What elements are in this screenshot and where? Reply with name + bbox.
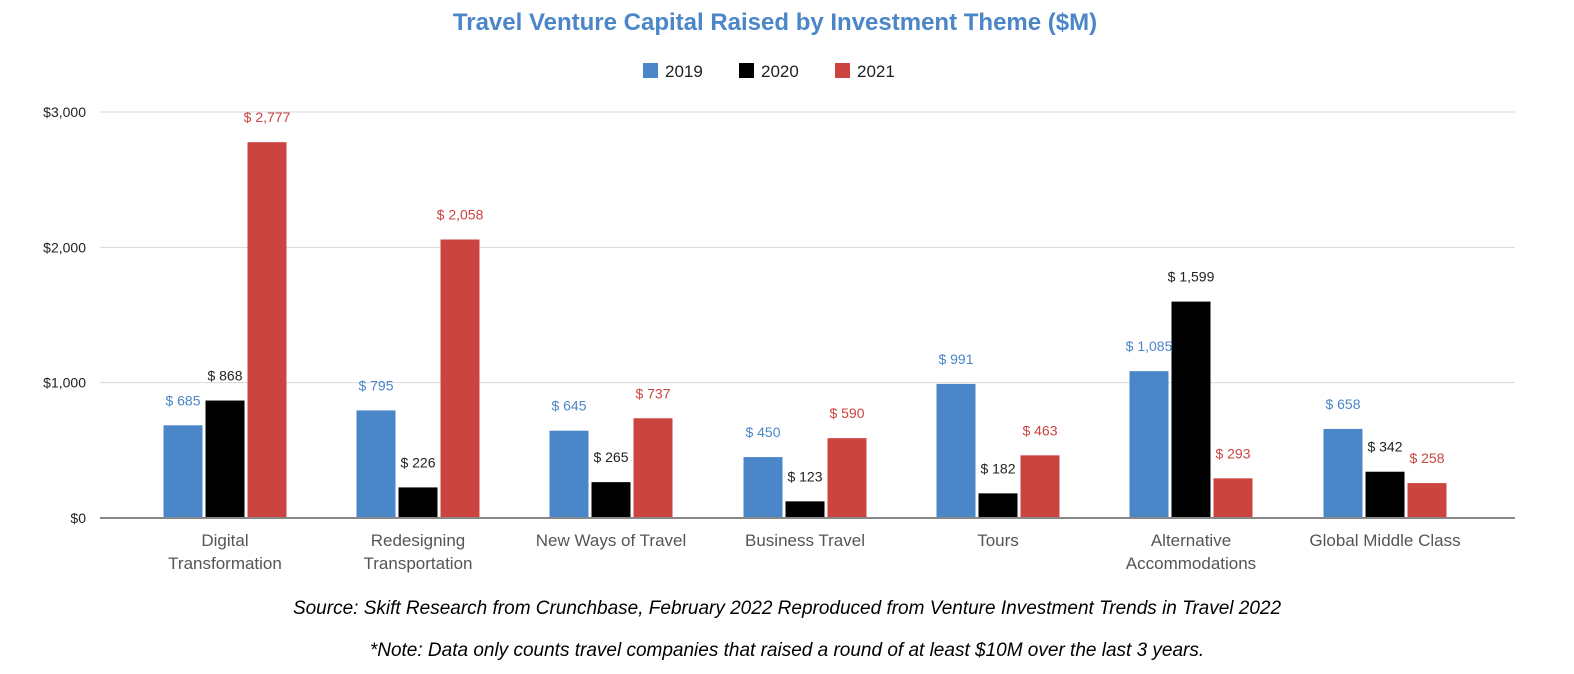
data-label-2019: $ 450 [745, 424, 780, 440]
bar-2019 [549, 430, 589, 518]
bar-2020 [205, 400, 245, 518]
bar-2019 [1129, 371, 1169, 518]
bar-2019 [1323, 428, 1363, 518]
bar-2021 [1213, 478, 1253, 518]
source-note: Source: Skift Research from Crunchbase, … [292, 598, 1282, 619]
data-label-2020: $ 1,599 [1168, 269, 1215, 285]
x-tick-label: Accommodations [1126, 554, 1256, 573]
data-label-2021: $ 463 [1022, 422, 1057, 438]
x-tick-label: New Ways of Travel [536, 531, 687, 550]
bars [163, 142, 1447, 519]
x-tick-label: Transformation [168, 554, 282, 573]
data-label-2021: $ 590 [829, 405, 864, 421]
data-label-2020: $ 868 [207, 368, 242, 384]
legend-label-2019: 2019 [665, 62, 703, 81]
data-label-2020: $ 182 [980, 460, 1015, 476]
data-label-2019: $ 1,085 [1126, 338, 1173, 354]
legend-swatch-2019 [643, 63, 658, 78]
x-axis: Digital Transformation Redesigning Transpor… [100, 517, 1515, 573]
data-label-2021: $ 258 [1409, 450, 1444, 466]
data-label-2019: $ 645 [551, 398, 586, 414]
data-label-2019: $ 795 [358, 377, 393, 393]
bar-2020 [398, 487, 438, 518]
bar-2021 [1020, 455, 1060, 518]
legend: 2019 2020 2021 [643, 62, 895, 81]
legend-label-2020: 2020 [761, 62, 799, 81]
data-label-2019: $ 658 [1325, 396, 1360, 412]
data-note: *Note: Data only counts travel companies… [369, 640, 1205, 661]
bar-2020 [1171, 301, 1211, 518]
bar-2019 [936, 383, 976, 518]
y-tick-label: $2,000 [43, 239, 86, 255]
bar-2021 [440, 239, 480, 518]
bar-2021 [1407, 483, 1447, 518]
data-label-2019: $ 685 [165, 392, 200, 408]
bar-2021 [633, 418, 673, 518]
x-tick-label: Business Travel [745, 531, 865, 550]
data-label-2019: $ 991 [938, 351, 973, 367]
data-label-2020: $ 226 [400, 454, 435, 470]
y-axis: $0 $1,000 $2,000 $3,000 [43, 104, 86, 526]
x-tick-label: Global Middle Class [1309, 531, 1460, 550]
bar-2020 [978, 493, 1018, 518]
data-label-2021: $ 2,058 [437, 206, 484, 222]
bar-2019 [743, 457, 783, 518]
bar-2020 [591, 482, 631, 518]
bar-2020 [1365, 471, 1405, 518]
y-tick-label: $3,000 [43, 104, 86, 120]
y-tick-label: $0 [70, 510, 86, 526]
bar-2021 [247, 142, 287, 519]
gridlines [100, 111, 1515, 384]
legend-swatch-2020 [739, 63, 754, 78]
y-tick-label: $1,000 [43, 375, 86, 391]
chart-title: Travel Venture Capital Raised by Investm… [453, 9, 1097, 36]
bar-2021 [827, 438, 867, 518]
bar-2019 [163, 425, 203, 518]
x-tick-label: Tours [977, 531, 1019, 550]
x-tick-label: Transportation [364, 554, 473, 573]
x-tick-label: Redesigning [371, 531, 466, 550]
x-tick-label: Digital [201, 531, 248, 550]
data-label-2021: $ 293 [1215, 445, 1250, 461]
x-tick-label: Alternative [1151, 531, 1231, 550]
legend-label-2021: 2021 [857, 62, 895, 81]
data-label-2021: $ 737 [635, 385, 670, 401]
data-label-2020: $ 123 [787, 468, 822, 484]
data-labels: $ 685 $ 868 $ 2,777 $ 795 $ 226 $ 2,058 $ 645 $… [165, 109, 1444, 484]
data-label-2021: $ 2,777 [244, 109, 291, 125]
data-label-2020: $ 265 [593, 449, 628, 465]
data-label-2020: $ 342 [1367, 439, 1402, 455]
legend-swatch-2021 [835, 63, 850, 78]
bar-2019 [356, 410, 396, 518]
bar-2020 [785, 501, 825, 518]
